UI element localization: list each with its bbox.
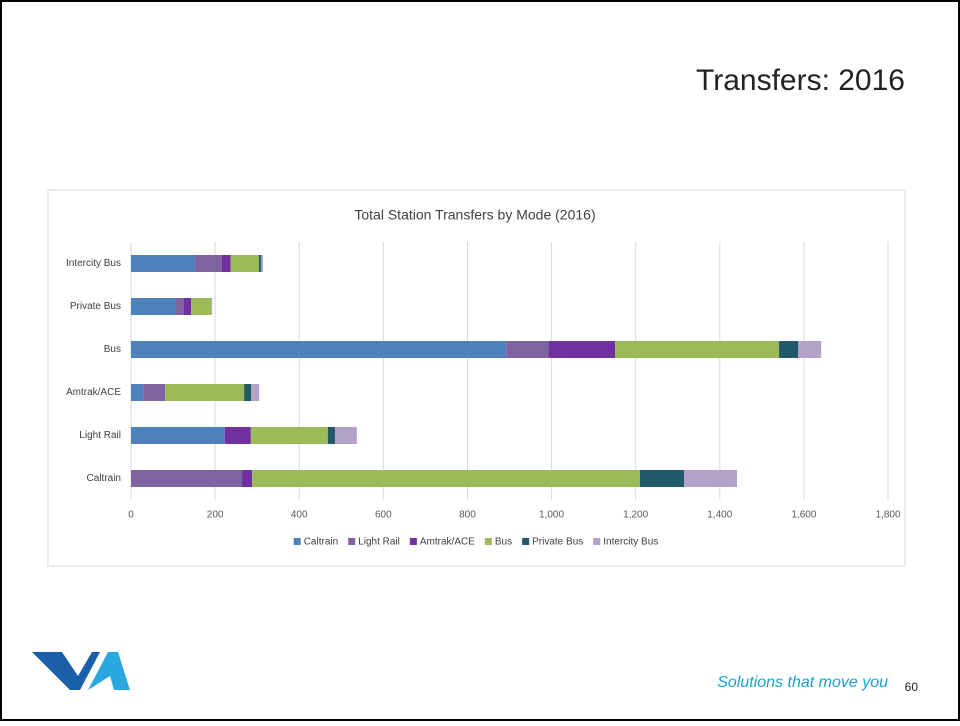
bar-segment: [242, 470, 253, 487]
bar-segment: [131, 470, 243, 487]
bar-segment: [251, 384, 260, 401]
bar-segment: [131, 255, 195, 272]
legend: Caltrain Light Rail Amtrak/ACE Bus Private B…: [293, 537, 658, 548]
legend-swatch: [593, 538, 601, 545]
bar-segment: [194, 255, 222, 272]
x-tick-label: 1,600: [791, 510, 816, 521]
legend-swatch: [348, 538, 356, 545]
bar-segment: [252, 470, 640, 487]
legend-label: Private Bus: [532, 537, 583, 548]
y-tick-label: Amtrak/ACE: [66, 387, 121, 398]
bar-segment: [615, 341, 780, 358]
slide-title: Transfers: 2016: [696, 64, 905, 97]
bar-segment: [211, 298, 213, 315]
legend-label: Bus: [495, 537, 512, 548]
x-tick-label: 0: [128, 510, 134, 521]
bar-segment: [143, 384, 166, 401]
bar-segment: [798, 341, 822, 358]
y-tick-label: Intercity Bus: [66, 258, 121, 269]
bar-segment: [244, 384, 252, 401]
bar-segment: [131, 427, 225, 444]
legend-swatch: [293, 538, 301, 545]
y-tick-label: Bus: [104, 344, 121, 355]
logo-a: [88, 652, 130, 690]
bar-segment: [779, 341, 799, 358]
chart-box: [47, 189, 906, 567]
y-tick-label: Caltrain: [87, 473, 121, 484]
bar-segment: [221, 255, 231, 272]
bar-segment: [334, 427, 357, 444]
logo: [32, 652, 130, 690]
bar-segment: [250, 427, 328, 444]
x-tick-label: 1,000: [539, 510, 564, 521]
page-number: 60: [905, 680, 919, 694]
tagline: Solutions that move you: [717, 674, 888, 691]
x-tick-label: 600: [375, 510, 392, 521]
legend-label: Caltrain: [304, 537, 338, 548]
y-tick-label: Light Rail: [79, 430, 121, 441]
x-tick-label: 1,200: [623, 510, 648, 521]
y-tick-label: Private Bus: [70, 301, 121, 312]
legend-label: Intercity Bus: [603, 537, 658, 548]
bar-segment: [175, 298, 184, 315]
bar-segment: [230, 255, 259, 272]
plot: 0 200 400 600 800 1,000 1,200 1,400 1,600 1,800 Ca…: [66, 242, 901, 521]
bar-segment: [639, 470, 685, 487]
x-tick-label: 800: [459, 510, 476, 521]
legend-label: Light Rail: [358, 537, 400, 548]
x-tick-label: 1,800: [875, 510, 900, 521]
x-tick-label: 400: [291, 510, 308, 521]
bar-segment: [684, 470, 738, 487]
legend-swatch: [484, 538, 492, 545]
bar-segment: [131, 341, 507, 358]
bar-segment: [224, 427, 251, 444]
bar-segment: [506, 341, 549, 358]
bar-segment: [260, 255, 264, 272]
bar-segment: [258, 255, 261, 272]
logo-v: [32, 652, 100, 690]
legend-swatch: [522, 538, 530, 545]
legend-swatch: [409, 538, 417, 545]
bar-segment: [183, 298, 192, 315]
bar-segment: [548, 341, 616, 358]
bar-segment: [131, 384, 144, 401]
legend-label: Amtrak/ACE: [420, 537, 475, 548]
x-tick-label: 1,400: [707, 510, 732, 521]
chart-title: Total Station Transfers by Mode (2016): [354, 207, 595, 223]
bar-segment: [191, 298, 212, 315]
bar-segment: [131, 298, 176, 315]
bar-segment: [165, 384, 245, 401]
x-tick-label: 200: [207, 510, 224, 521]
bar-segment: [327, 427, 335, 444]
